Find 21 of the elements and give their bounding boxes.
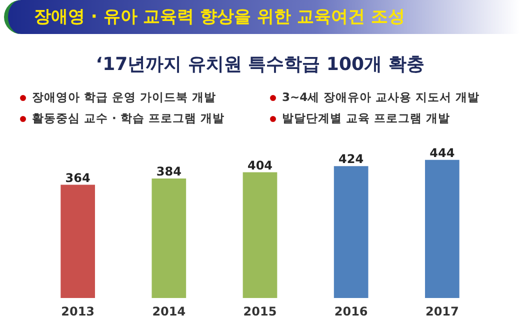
x-tick-label: 2015 bbox=[243, 304, 277, 318]
x-tick-label: 2014 bbox=[152, 304, 186, 318]
bar bbox=[334, 166, 368, 298]
text: 활동중심 교수 · 학습 프로그램 개발 bbox=[32, 111, 224, 126]
text: 3~4세 장애유아 교사용 지도서 개발 bbox=[282, 90, 480, 105]
data-label: 384 bbox=[156, 164, 182, 179]
text: 장애영아 학급 운영 가이드북 개발 bbox=[32, 90, 216, 105]
bar bbox=[60, 184, 95, 298]
x-tick-label: 2017 bbox=[425, 304, 459, 318]
data-label: 424 bbox=[338, 152, 364, 166]
chart-title: 장애영 · 유아 교육력 향상을 위한 교육여건 조성 bbox=[4, 0, 520, 34]
bar bbox=[152, 178, 186, 298]
bar bbox=[425, 160, 460, 298]
bar bbox=[242, 172, 278, 298]
x-tick-label: 2013 bbox=[61, 304, 95, 318]
x-tick-label: 2016 bbox=[334, 304, 368, 318]
data-label: 364 bbox=[65, 170, 90, 185]
data-label: 444 bbox=[430, 146, 455, 160]
text: 발달단계별 교육 프로그램 개발 bbox=[282, 111, 450, 126]
chart-subtitle: ‘17년까지 유치원 특수학급 100개 확충 bbox=[94, 53, 426, 76]
data-label: 404 bbox=[247, 158, 273, 172]
